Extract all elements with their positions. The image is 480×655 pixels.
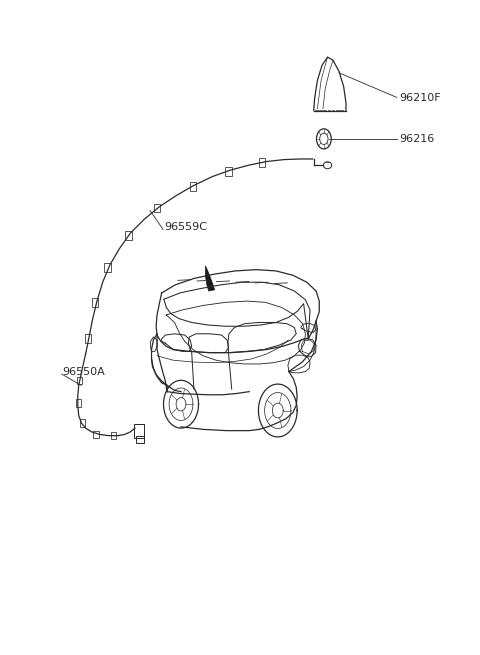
- Text: 96550A: 96550A: [62, 367, 105, 377]
- Text: 96559C: 96559C: [164, 222, 207, 232]
- Text: 96210F: 96210F: [399, 93, 441, 103]
- Text: 96216: 96216: [399, 134, 434, 144]
- Polygon shape: [205, 266, 215, 291]
